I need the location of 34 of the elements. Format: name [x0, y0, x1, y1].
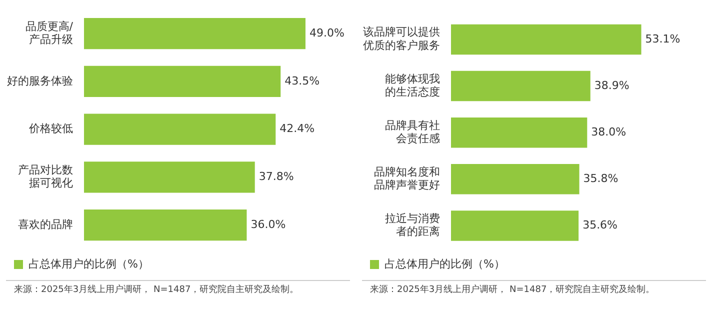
data-label: 38.9% — [594, 78, 630, 92]
bar — [84, 162, 255, 193]
data-label: 49.0% — [309, 26, 344, 40]
y-tick-label: 品牌知名度和品牌声誉更好 — [374, 165, 440, 192]
data-label: 36.0% — [250, 218, 286, 231]
bar — [451, 70, 590, 102]
source-note: 来源：2025年3月线上用户调研， N=1487，研究院自主研究及绘制。 — [6, 280, 350, 297]
bar — [84, 66, 281, 97]
data-label: 42.4% — [280, 122, 315, 136]
bar — [451, 24, 642, 55]
legend-label: 占总体用户的比例（%） — [384, 257, 505, 270]
legend-label: 占总体用户的比例（%） — [28, 257, 149, 270]
bar — [451, 210, 579, 241]
y-tick-label: 品牌具有社会责任感 — [385, 118, 440, 146]
data-label: 35.8% — [583, 172, 618, 186]
bar — [84, 18, 306, 50]
y-tick-label: 好的服务体验 — [7, 74, 73, 88]
data-label: 35.6% — [582, 218, 618, 232]
bar — [451, 117, 588, 148]
y-tick-label: 能够体现我的生活态度 — [385, 72, 440, 98]
data-label: 37.8% — [258, 170, 294, 184]
bar — [84, 114, 276, 145]
data-label: 38.0% — [591, 125, 626, 138]
y-tick-label: 该品牌可以提供优质的客户服务 — [363, 26, 440, 52]
y-tick-label: 价格较低 — [28, 122, 73, 136]
y-tick-label: 喜欢的品牌 — [18, 218, 73, 231]
y-tick-label: 产品对比数据可视化 — [18, 163, 73, 190]
y-tick-label: 品质更高/产品升级 — [25, 20, 74, 46]
data-label: 53.1% — [645, 32, 680, 46]
bar — [451, 164, 580, 194]
bar — [84, 210, 247, 241]
data-label: 43.5% — [284, 74, 320, 88]
y-tick-label: 拉近与消费者的距离 — [385, 212, 440, 238]
source-note: 来源：2025年3月线上用户调研， N=1487，研究院自主研究及绘制。 — [362, 280, 706, 297]
